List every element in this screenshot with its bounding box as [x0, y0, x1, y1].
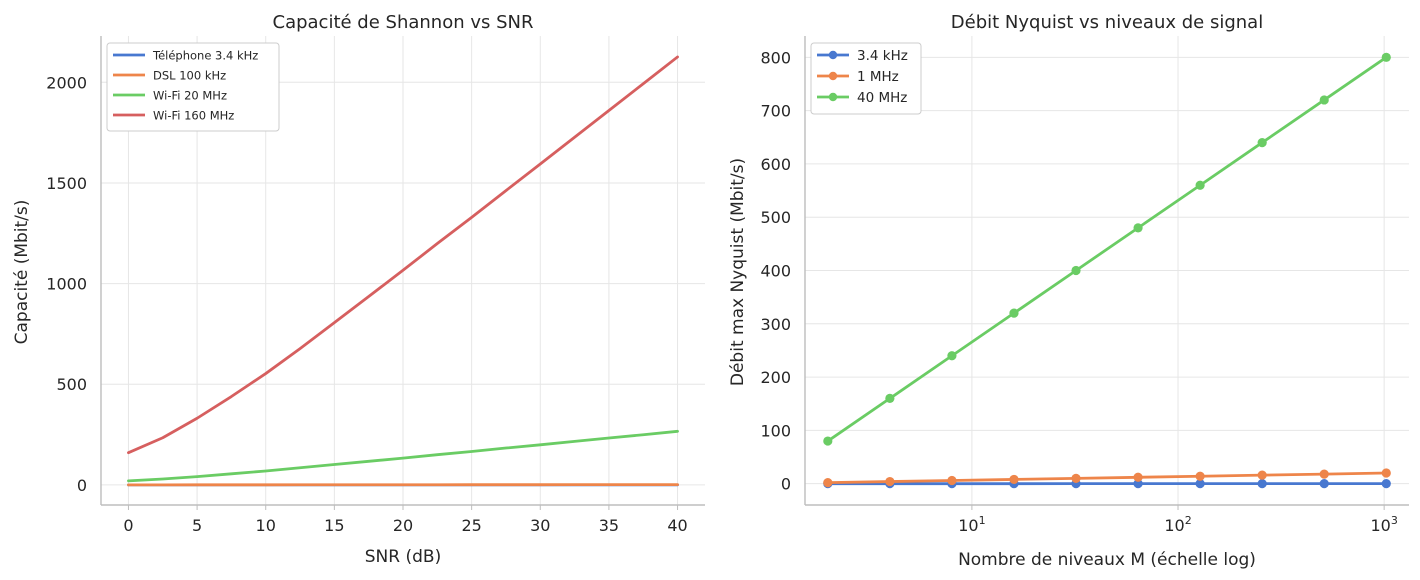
data-point: [1381, 479, 1391, 489]
x-tick-label: 10: [256, 516, 276, 535]
data-point: [1071, 473, 1081, 483]
legend-entry: 1 MHz: [857, 69, 899, 85]
legend-entry: Téléphone 3.4 kHz: [152, 48, 258, 62]
x-tick-label: 102: [1164, 514, 1191, 535]
data-point: [1071, 265, 1081, 276]
series-line-2: [826, 471, 1388, 485]
x-tick-label: 0: [123, 516, 133, 535]
data-point: [1195, 479, 1205, 489]
y-tick-label: 200: [760, 368, 791, 387]
legend-entry: Wi-Fi 20 MHz: [153, 88, 227, 102]
y-tick-label: 700: [760, 102, 791, 121]
legend-marker: [828, 50, 838, 60]
series-line-4: [127, 55, 679, 455]
y-tick-label: 600: [760, 155, 791, 174]
legend-marker: [828, 71, 838, 81]
data-point: [947, 351, 957, 361]
data-point: [885, 476, 895, 487]
y-tick-label: 1000: [46, 275, 87, 294]
data-point: [1009, 474, 1019, 485]
nyquist-rate-chart: Débit Nyquist vs niveaux de signal Nombr…: [728, 12, 1409, 570]
data-point: [823, 436, 833, 446]
x-tick-label: 103: [1370, 514, 1397, 535]
data-point: [1257, 479, 1267, 489]
data-point: [1257, 470, 1267, 480]
legend-entry: DSL 100 kHz: [153, 68, 226, 82]
data-point: [1381, 52, 1391, 62]
series-line-3: [826, 55, 1388, 443]
x-axis-label: Nombre de niveaux M (échelle log): [958, 550, 1256, 570]
data-point: [1195, 471, 1205, 481]
x-tick-label: 15: [324, 516, 344, 535]
series-line-3: [127, 429, 679, 483]
x-tick-label: 20: [393, 516, 413, 535]
y-tick-label: 0: [781, 475, 791, 494]
x-tick-label: 5: [192, 516, 202, 535]
y-axis-label: Débit max Nyquist (Mbit/s): [728, 158, 748, 386]
y-tick-label: 100: [760, 421, 791, 440]
y-tick-label: 300: [760, 315, 791, 334]
data-point: [1381, 468, 1391, 478]
y-tick-label: 500: [760, 208, 791, 227]
y-tick-label: 500: [56, 375, 87, 394]
legend: [106, 42, 280, 132]
data-point: [1195, 180, 1205, 190]
legend-marker: [828, 92, 838, 102]
x-tick-label: 35: [599, 516, 619, 535]
data-point: [947, 475, 957, 486]
data-point: [1319, 479, 1329, 489]
data-point: [1319, 469, 1329, 479]
x-tick-label: 30: [530, 516, 550, 535]
x-tick-label: 101: [958, 514, 985, 535]
x-axis-label: SNR (dB): [365, 547, 441, 567]
y-tick-label: 2000: [46, 73, 87, 92]
chart-title: Capacité de Shannon vs SNR: [273, 12, 534, 33]
shannon-capacity-chart: Capacité de Shannon vs SNR SNR (dB) Capa…: [12, 12, 705, 567]
data-point: [1133, 479, 1143, 489]
chart-title: Débit Nyquist vs niveaux de signal: [951, 12, 1263, 33]
x-tick-label: 40: [667, 516, 687, 535]
y-tick-label: 800: [760, 48, 791, 67]
y-axis-label: Capacité (Mbit/s): [12, 200, 32, 345]
data-point: [885, 393, 895, 404]
y-tick-label: 400: [760, 262, 791, 281]
y-tick-label: 0: [77, 476, 87, 495]
legend-entry: Wi-Fi 160 MHz: [153, 108, 234, 122]
data-point: [1133, 472, 1143, 482]
data-point: [1009, 308, 1019, 318]
data-point: [823, 478, 833, 488]
legend-entry: 40 MHz: [857, 90, 907, 106]
data-point: [1257, 137, 1267, 148]
data-point: [1133, 223, 1143, 233]
y-tick-label: 1500: [46, 174, 87, 193]
data-point: [1319, 95, 1329, 105]
x-tick-label: 25: [461, 516, 481, 535]
legend-entry: 3.4 kHz: [857, 48, 908, 64]
